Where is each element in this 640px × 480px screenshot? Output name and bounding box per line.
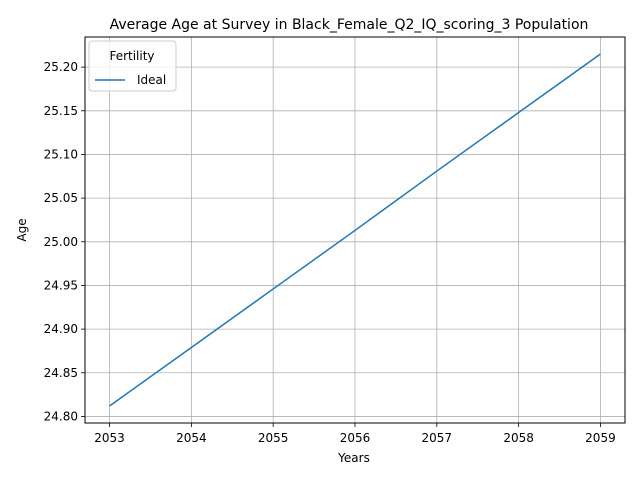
x-tick-label: 2059 [585,431,616,445]
x-axis-label: Years [337,451,370,465]
x-tick-label: 2057 [422,431,453,445]
y-tick-label: 24.80 [44,409,78,423]
legend-label-ideal: Ideal [137,73,166,87]
grid-lines [85,37,625,423]
x-tick-label: 2053 [94,431,125,445]
legend-title: Fertility [109,49,154,63]
y-tick-label: 25.15 [44,104,78,118]
y-axis-label: Age [15,218,29,241]
series-layer [109,53,601,407]
y-tick-label: 25.10 [44,147,78,161]
y-tick-label: 24.90 [44,322,78,336]
y-tick-label: 25.00 [44,235,78,249]
legend-box [88,40,177,92]
series-line-ideal [109,53,601,407]
y-tick-label: 24.85 [44,366,78,380]
x-tick-label: 2055 [258,431,289,445]
y-tick-label: 25.20 [44,60,78,74]
y-axis: 24.80 24.85 24.90 24.95 25.00 25.05 25.10 25.15… [44,60,85,423]
chart-title: Average Age at Survey in Black_Female_Q2… [110,17,589,33]
legend: Fertility Ideal [88,40,177,92]
x-axis: 2053 2054 2055 2056 2057 2058 2059 [94,423,616,445]
y-tick-label: 24.95 [44,278,78,292]
y-tick-label: 25.05 [44,191,78,205]
x-tick-label: 2054 [176,431,207,445]
x-tick-label: 2058 [503,431,534,445]
x-tick-label: 2056 [340,431,371,445]
